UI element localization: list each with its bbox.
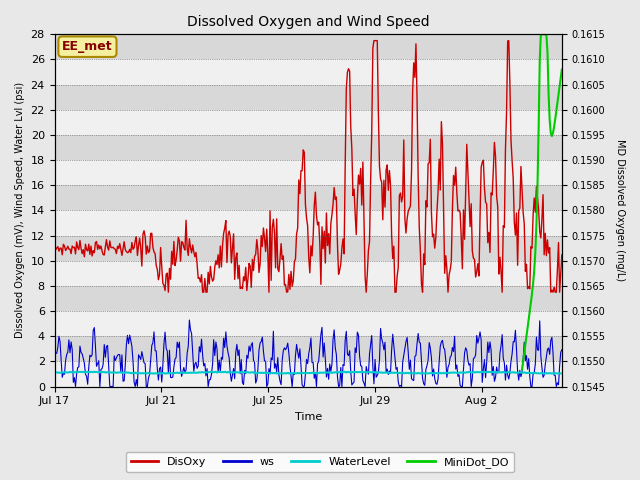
- Title: Dissolved Oxygen and Wind Speed: Dissolved Oxygen and Wind Speed: [187, 15, 429, 29]
- X-axis label: Time: Time: [294, 412, 322, 422]
- Bar: [54, 286, 562, 311]
- Bar: [54, 311, 562, 336]
- Bar: [54, 84, 562, 110]
- Bar: [54, 135, 562, 160]
- Bar: [54, 185, 562, 210]
- Legend: DisOxy, ws, WaterLevel, MiniDot_DO: DisOxy, ws, WaterLevel, MiniDot_DO: [126, 452, 514, 472]
- Text: EE_met: EE_met: [62, 40, 113, 53]
- Bar: [54, 35, 562, 60]
- Bar: [54, 210, 562, 236]
- Y-axis label: MD Dissolved Oxygen (mg/L): MD Dissolved Oxygen (mg/L): [615, 139, 625, 281]
- Bar: [54, 261, 562, 286]
- Bar: [54, 60, 562, 84]
- Bar: [54, 160, 562, 185]
- Y-axis label: Dissolved Oxygen (mV), Wind Speed, Water Lvl (psi): Dissolved Oxygen (mV), Wind Speed, Water…: [15, 83, 25, 338]
- Bar: [54, 361, 562, 386]
- Bar: [54, 336, 562, 361]
- Bar: [54, 110, 562, 135]
- Bar: [54, 236, 562, 261]
